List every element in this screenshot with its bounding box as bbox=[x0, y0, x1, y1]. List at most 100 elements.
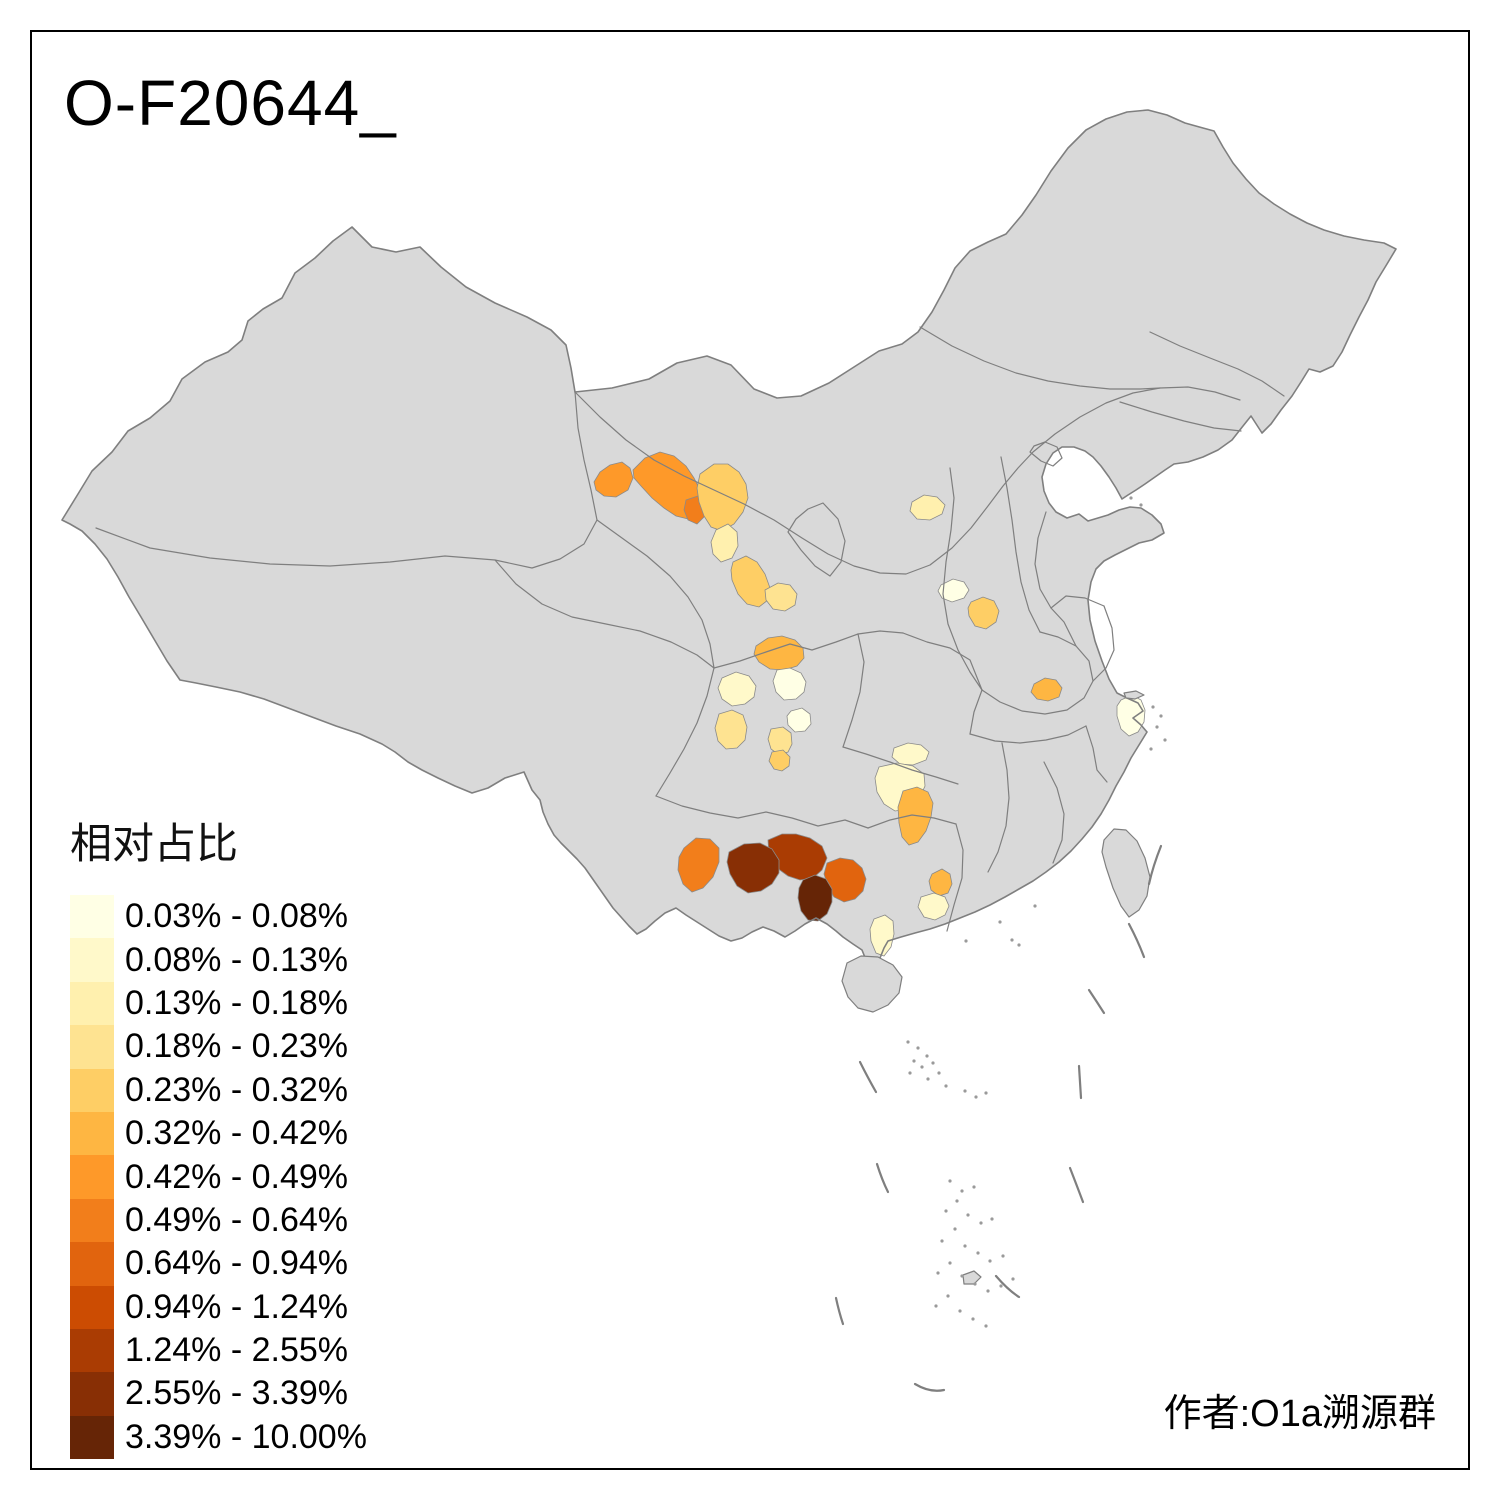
island-dot bbox=[999, 1284, 1003, 1288]
legend-label: 0.18% - 0.23% bbox=[125, 1027, 349, 1066]
province-border bbox=[787, 502, 846, 577]
island-dot bbox=[984, 1324, 988, 1328]
legend-row: 0.13% - 0.18% bbox=[70, 981, 367, 1026]
colored-region bbox=[937, 578, 970, 603]
legend-row: 0.18% - 0.23% bbox=[70, 1025, 367, 1069]
island-dot bbox=[988, 1259, 992, 1263]
island-dot bbox=[976, 1251, 980, 1255]
province-border bbox=[842, 633, 865, 748]
island-dot bbox=[934, 1304, 938, 1308]
legend-label: 0.13% - 0.18% bbox=[125, 983, 349, 1022]
colored-region bbox=[726, 842, 780, 894]
attribution: 作者:O1a溯源群 bbox=[1163, 1393, 1436, 1435]
legend-swatch bbox=[70, 1025, 114, 1069]
legend-swatch bbox=[70, 1198, 114, 1243]
island-dot bbox=[925, 1054, 929, 1058]
legend-label: 2.55% - 3.39% bbox=[125, 1374, 349, 1413]
island-dot bbox=[916, 1046, 920, 1050]
nine-dash-segment bbox=[913, 1382, 946, 1392]
island-dot bbox=[958, 1309, 962, 1313]
province-border bbox=[1043, 761, 1065, 864]
nine-dash-segment bbox=[1068, 1166, 1085, 1204]
legend-label: 0.42% - 0.49% bbox=[125, 1157, 349, 1196]
province-border bbox=[655, 667, 715, 797]
legend-label: 3.39% - 10.00% bbox=[125, 1417, 367, 1456]
nine-dash-segment bbox=[1087, 988, 1106, 1015]
legend-swatch bbox=[70, 1155, 114, 1199]
province-border bbox=[919, 326, 1161, 390]
province-border bbox=[1029, 441, 1063, 467]
legend-rows: 0.03% - 0.08% 0.08% - 0.13% 0.13% - 0.18% 0… bbox=[70, 895, 367, 1460]
island-dot bbox=[1011, 1277, 1015, 1281]
island-dot bbox=[984, 1091, 988, 1095]
province-border bbox=[1034, 511, 1077, 647]
legend-swatch bbox=[70, 1415, 114, 1460]
province-border bbox=[95, 391, 598, 569]
nine-dash-segment bbox=[1077, 1064, 1083, 1100]
legend-row: 0.42% - 0.49% bbox=[70, 1155, 367, 1199]
island-dot bbox=[944, 1084, 948, 1088]
legend-row: 0.03% - 0.08% bbox=[70, 895, 367, 939]
island-dot bbox=[964, 939, 968, 943]
island-dot bbox=[1010, 938, 1014, 942]
colored-region bbox=[967, 596, 1000, 630]
nine-dash-segment bbox=[858, 1060, 878, 1094]
island-dot bbox=[912, 1059, 916, 1063]
province-border bbox=[902, 632, 983, 691]
island-dot bbox=[966, 1213, 970, 1217]
island-dot bbox=[963, 1244, 967, 1248]
colored-region bbox=[786, 707, 812, 733]
colored-region bbox=[764, 582, 798, 612]
legend-swatch bbox=[70, 1242, 114, 1286]
legend-label: 0.08% - 0.13% bbox=[125, 940, 349, 979]
colored-region bbox=[797, 874, 833, 922]
province-border bbox=[867, 814, 957, 829]
island-dot bbox=[972, 1185, 976, 1189]
island-dot bbox=[971, 1317, 975, 1321]
legend-label: 0.03% - 0.08% bbox=[125, 897, 349, 936]
hainan-island bbox=[841, 955, 903, 1013]
island-dot bbox=[1163, 738, 1167, 742]
colored-region bbox=[696, 463, 749, 532]
island-dot bbox=[1001, 1254, 1005, 1258]
legend-swatch bbox=[70, 895, 114, 939]
legend-swatch bbox=[70, 981, 114, 1026]
legend-row: 0.08% - 0.13% bbox=[70, 938, 367, 982]
legend-title: 相对占比 bbox=[70, 820, 239, 867]
province-border bbox=[655, 795, 869, 829]
island-dot bbox=[944, 1209, 948, 1213]
island-dot bbox=[1139, 503, 1143, 507]
nine-dash-segment bbox=[834, 1296, 845, 1326]
island-dot bbox=[906, 1040, 910, 1044]
province-border bbox=[1085, 725, 1108, 783]
legend-swatch bbox=[70, 1328, 114, 1373]
colored-region bbox=[909, 494, 946, 521]
legend-row: 0.32% - 0.42% bbox=[70, 1111, 367, 1156]
colored-region bbox=[1116, 694, 1146, 737]
nine-dash-segment bbox=[1147, 844, 1163, 886]
island-dot bbox=[1155, 725, 1159, 729]
colored-region bbox=[768, 749, 791, 772]
island-dot bbox=[998, 920, 1002, 924]
island-dot bbox=[1159, 714, 1163, 718]
province-border bbox=[969, 689, 983, 735]
province-border bbox=[713, 630, 904, 669]
legend: 相对占比 0.03% - 0.08% 0.08% - 0.13% 0.13% - 0… bbox=[70, 810, 367, 1460]
province-border bbox=[987, 742, 1010, 873]
legend-row: 0.94% - 1.24% bbox=[70, 1285, 367, 1329]
island-dot bbox=[953, 1227, 957, 1231]
nine-dash-segment bbox=[994, 1274, 1021, 1299]
legend-label: 0.94% - 1.24% bbox=[125, 1287, 349, 1326]
colored-region bbox=[730, 555, 771, 608]
chongming-island bbox=[1123, 690, 1145, 700]
island-dot bbox=[920, 1065, 924, 1069]
colored-region bbox=[891, 742, 930, 766]
nine-dash-segment bbox=[1127, 922, 1146, 959]
legend-row: 0.23% - 0.32% bbox=[70, 1068, 367, 1112]
island-dot bbox=[936, 1271, 940, 1275]
island-dot bbox=[937, 1071, 941, 1075]
island-dot bbox=[948, 1261, 952, 1265]
island-dot bbox=[946, 1294, 950, 1298]
page-title: O-F20644_ bbox=[64, 67, 397, 139]
